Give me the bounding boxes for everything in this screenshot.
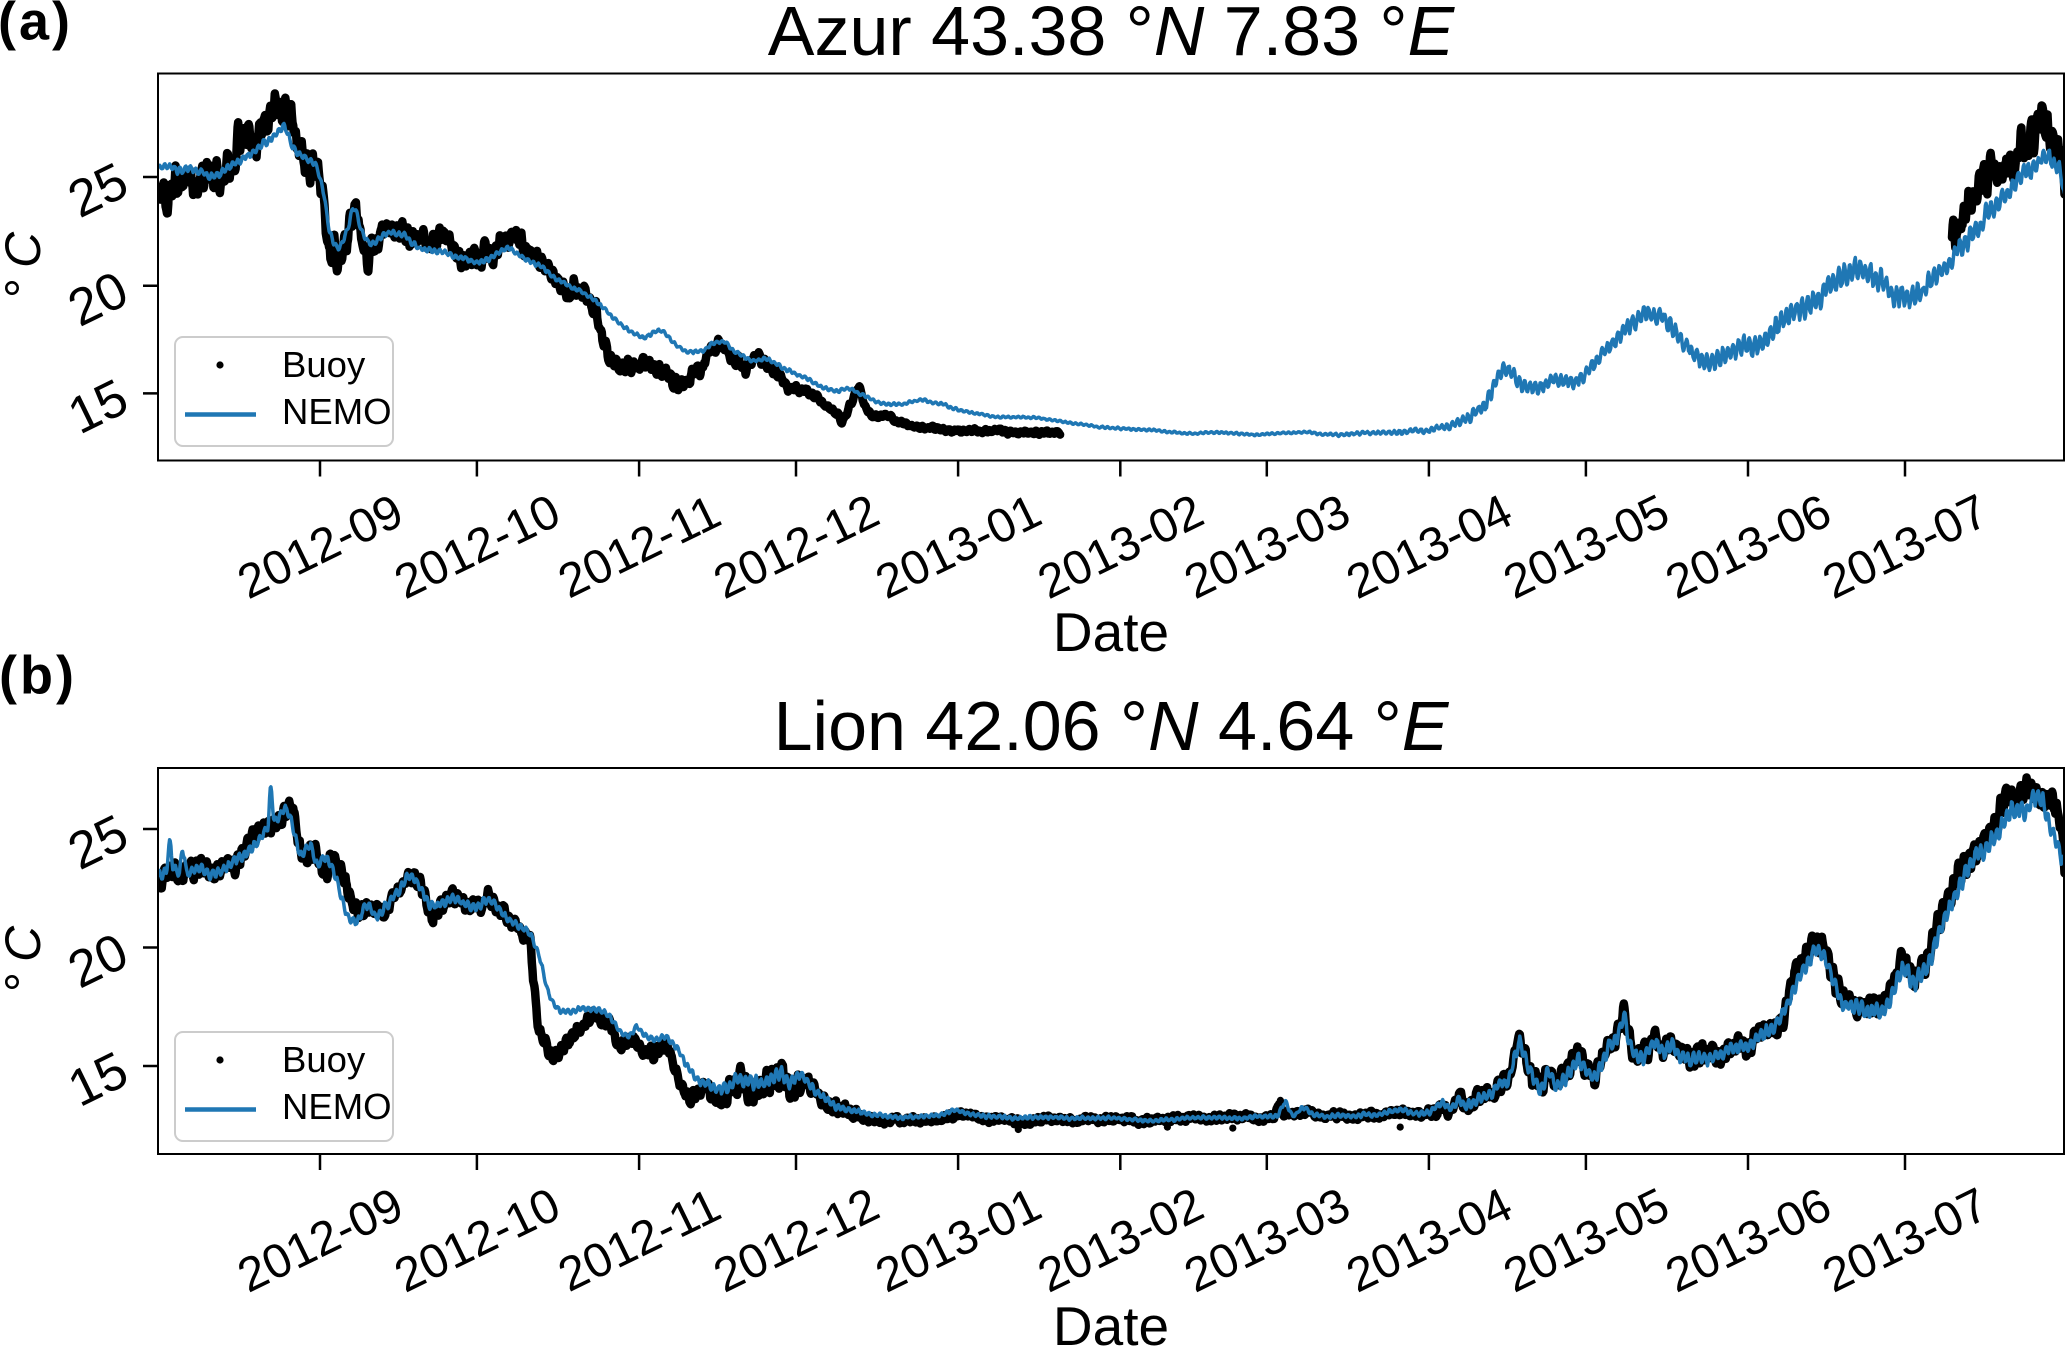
svg-text:NEMO: NEMO (282, 391, 392, 432)
svg-text:Buoy: Buoy (282, 344, 366, 385)
svg-text:Azur 43.38 °N 7.83 °E: Azur 43.38 °N 7.83 °E (768, 0, 1456, 70)
svg-text:NEMO: NEMO (282, 1086, 392, 1127)
svg-text:(b): (b) (0, 646, 77, 706)
svg-text:°C: °C (0, 231, 51, 298)
svg-text:(a): (a) (0, 0, 73, 52)
svg-text:Date: Date (1053, 1295, 1169, 1346)
svg-text:Buoy: Buoy (282, 1039, 366, 1080)
svg-text:Date: Date (1053, 601, 1169, 663)
svg-text:Lion 42.06 °N 4.64 °E: Lion 42.06 °N 4.64 °E (774, 687, 1450, 765)
svg-text:°C: °C (0, 925, 51, 992)
